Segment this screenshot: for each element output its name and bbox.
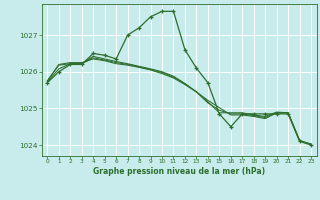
X-axis label: Graphe pression niveau de la mer (hPa): Graphe pression niveau de la mer (hPa): [93, 167, 265, 176]
